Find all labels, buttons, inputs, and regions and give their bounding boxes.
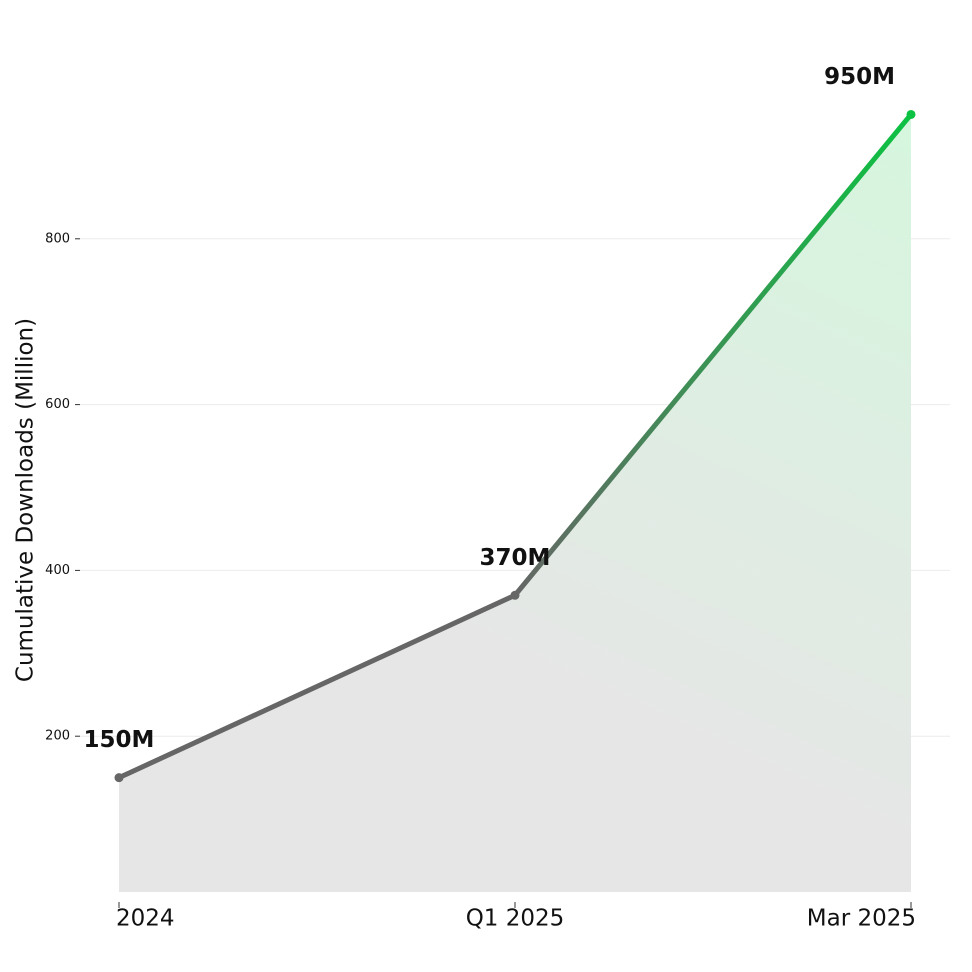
y-tick-label: 800	[45, 231, 70, 246]
x-tick-label: Mar 2025	[807, 906, 916, 932]
y-tick-label: 200	[45, 729, 70, 744]
point	[114, 773, 124, 783]
value-label: 370M	[480, 545, 551, 571]
value-label: 950M	[824, 64, 895, 90]
value-label: 150M	[84, 727, 155, 753]
y-axis-label: Cumulative Downloads (Million)	[13, 318, 39, 682]
point	[906, 109, 916, 119]
point	[510, 590, 520, 600]
y-tick-label: 600	[45, 397, 70, 412]
y-tick-label: 400	[45, 563, 70, 578]
x-tick-label: Q1 2025	[466, 906, 565, 932]
area	[119, 114, 911, 892]
x-tick-label: 2024	[116, 906, 175, 932]
